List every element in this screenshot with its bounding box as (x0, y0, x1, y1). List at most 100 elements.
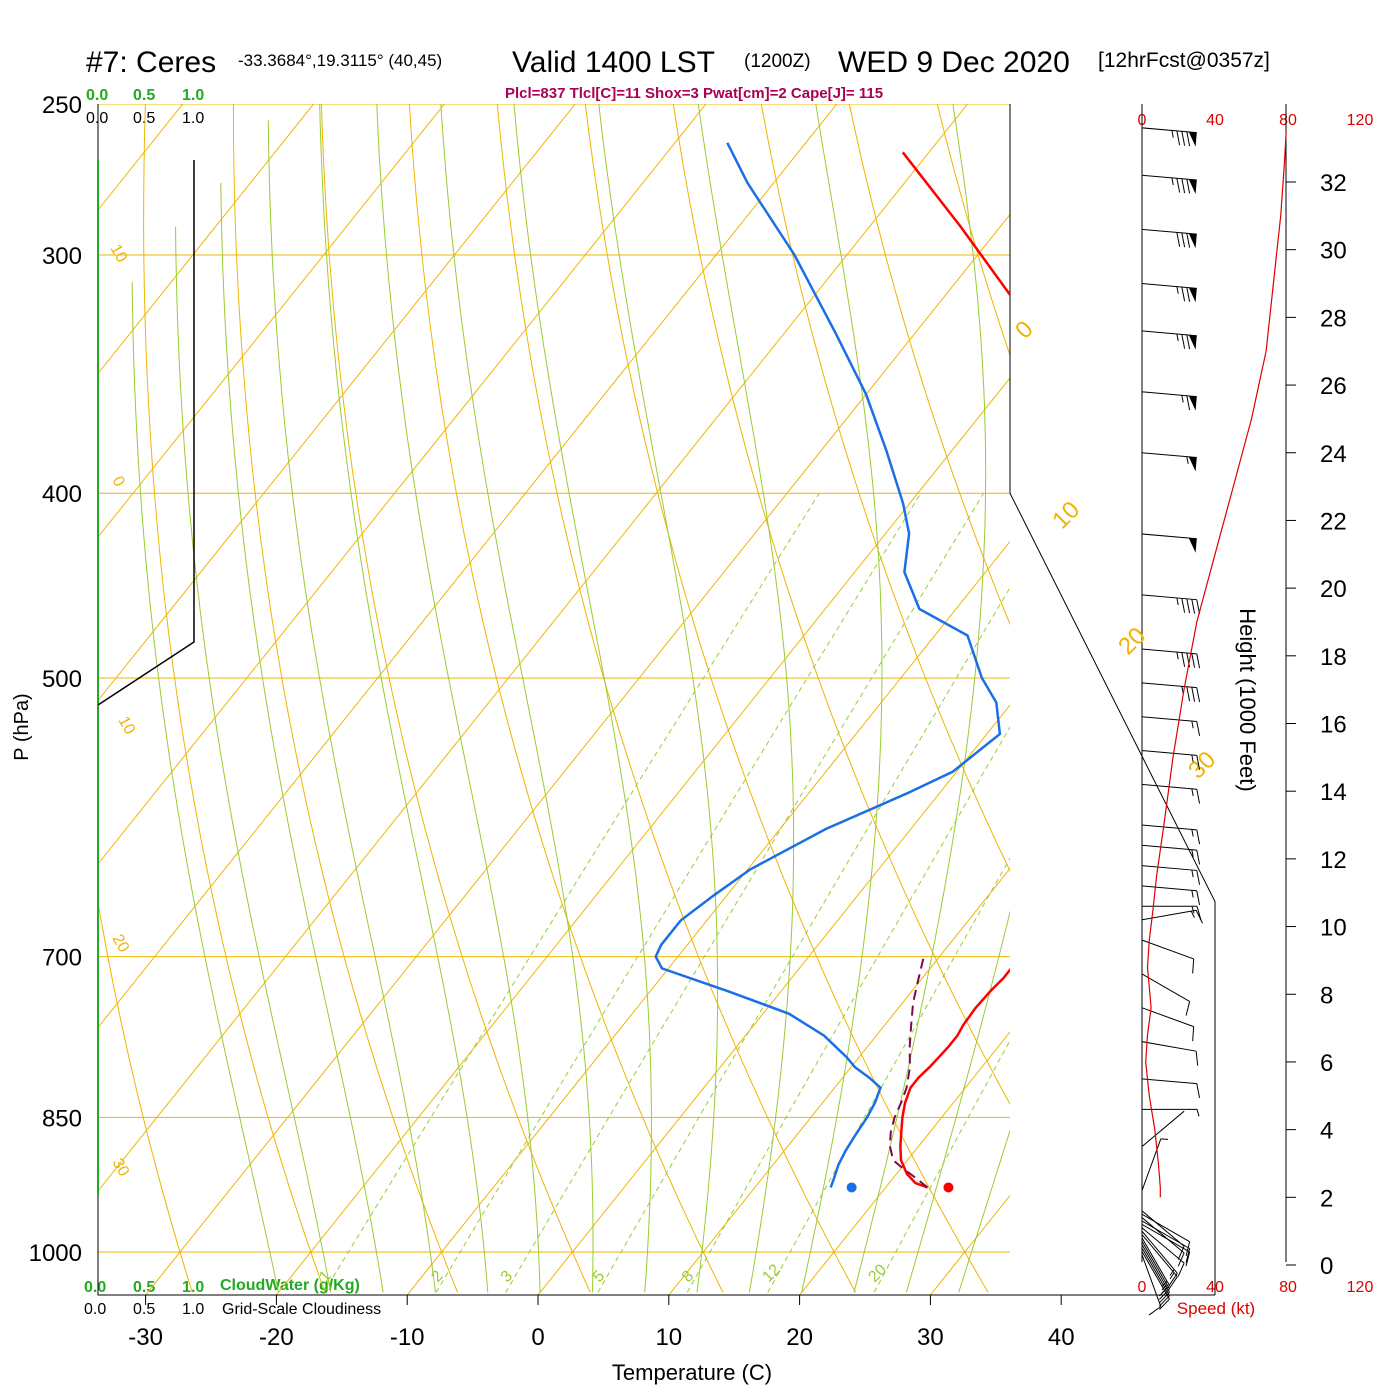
dry-adiabat-line (760, 104, 1010, 872)
height-tick-label: 18 (1320, 644, 1347, 671)
isotherm-line (98, 104, 968, 1192)
mixing-ratio-line (505, 492, 985, 1293)
x-axis-label: Temperature (C) (612, 1360, 772, 1385)
dry-adiabat-line (584, 104, 989, 1293)
cloud-scale-bottom: 0.0 0.5 1.0 CloudWater (g/Kg) 0.0 0.5 1.… (84, 1277, 381, 1318)
speed-tick-bottom: 120 (1347, 1279, 1374, 1296)
cloudiness-profile (97, 160, 195, 706)
speed-tick-top: 120 (1347, 112, 1374, 129)
mixing-ratio-label: 2 (428, 1267, 446, 1285)
cloudwater-label: CloudWater (g/Kg) (220, 1277, 360, 1294)
moist-adiabat-line (958, 1128, 1010, 1293)
wind-barb (1141, 1110, 1185, 1147)
isotherm-line (537, 704, 1010, 1295)
surface-temperature-marker (943, 1182, 954, 1193)
x-tick-label: 0 (531, 1324, 544, 1351)
height-tick-label: 22 (1320, 508, 1347, 535)
wind-barb (1141, 1241, 1170, 1300)
cloudiness-scale-tick: 0.0 (84, 1301, 106, 1318)
mixing-ratio-label: 20 (865, 1261, 890, 1286)
station-name: #7: Ceres (86, 46, 216, 79)
dry-adiabat-line (98, 899, 193, 1293)
dry-adiabat-label: 10 (115, 714, 139, 738)
wind-barb (1141, 844, 1201, 865)
speed-axis-label: Speed (kt) (1177, 1299, 1255, 1318)
height-axis-label: Height (1000 Feet) (1235, 608, 1260, 791)
mixing-ratio-line (323, 492, 820, 1293)
mixing-ratio-label: 3 (498, 1267, 516, 1285)
zulu-time: (1200Z) (744, 51, 811, 72)
pressure-tick-label: 1000 (29, 1240, 82, 1267)
dry-adiabat-label: 30 (1183, 746, 1221, 784)
height-tick-label: 0 (1320, 1253, 1333, 1280)
pressure-tick-label: 850 (42, 1105, 82, 1132)
dry-adiabat-line (143, 104, 326, 1293)
x-tick-label: -20 (259, 1324, 294, 1351)
forecast-info: [12hrFcst@0357z] (1098, 49, 1270, 72)
wind-panel-border (1009, 104, 1216, 1295)
cloudiness-scale-tick: 0.0 (86, 110, 108, 127)
dry-adiabat-line (496, 104, 857, 1293)
speed-tick-top: 40 (1206, 112, 1224, 129)
dry-adiabat-line (408, 104, 724, 1293)
moist-adiabat-line (1011, 104, 1380, 1292)
plot-frame (97, 104, 1287, 1296)
x-tick-label: 30 (917, 1324, 944, 1351)
cloudiness-label: Grid-Scale Cloudiness (222, 1301, 381, 1318)
wind-barb (1142, 1108, 1200, 1117)
height-tick-label: 2 (1320, 1185, 1333, 1212)
stability-indices: Plcl=837 Tlcl[C]=11 Shox=3 Pwat[cm]=2 Ca… (505, 85, 883, 102)
dry-adiabat-line (232, 104, 459, 1293)
height-tick-label: 24 (1320, 441, 1347, 468)
wind-barb (1141, 452, 1197, 472)
wind-profile (1141, 127, 1287, 1316)
dewpoint-profile (654, 142, 1002, 1188)
wind-barb (1141, 824, 1201, 845)
isotherm-line (98, 104, 576, 702)
moist-adiabat-line (267, 120, 436, 1293)
sounding-lines (654, 142, 1010, 1193)
height-tick-label: 8 (1320, 982, 1333, 1009)
height-tick-label: 30 (1320, 238, 1347, 265)
wind-barb (1141, 885, 1201, 906)
moist-adiabat-line (440, 104, 594, 1293)
isotherm-line (98, 104, 707, 865)
wind-barb (1141, 1041, 1199, 1066)
cloud-columns (97, 160, 195, 1195)
cloudiness-scale-tick: 0.5 (133, 1301, 155, 1318)
x-tick-label: -30 (128, 1324, 163, 1351)
isotherm-line (98, 104, 445, 538)
height-tick-label: 6 (1320, 1050, 1333, 1077)
dry-adiabat-label: 0 (1010, 316, 1039, 345)
x-tick-label: 40 (1048, 1324, 1075, 1351)
wind-barb (1141, 1237, 1170, 1297)
parcel-profile (888, 956, 929, 1189)
moist-adiabat-line (905, 910, 1010, 1293)
x-tick-label: 20 (786, 1324, 813, 1351)
wind-barb (1141, 330, 1197, 350)
mixing-ratio-line (873, 1039, 1010, 1293)
cloudwater-scale-tick: 0.5 (133, 1279, 155, 1296)
cloudwater-scale-tick: 0.0 (86, 87, 108, 104)
cloudiness-scale-tick: 1.0 (182, 110, 204, 127)
mixing-ratio-line (597, 586, 1010, 1293)
cloudwater-scale-tick: 0.5 (133, 87, 155, 104)
wind-barb (1141, 1210, 1185, 1260)
wind-barb (1141, 750, 1201, 770)
cloudiness-scale-tick: 1.0 (182, 1301, 204, 1318)
isotherm-line (276, 377, 1010, 1295)
dry-adiabat-line (848, 104, 1010, 626)
dry-adiabat-label: 10 (1047, 496, 1085, 534)
mixing-ratio-label: 12 (759, 1261, 784, 1286)
pressure-tick-label: 500 (42, 666, 82, 693)
isotherm-line (98, 104, 838, 1029)
pressure-tick-label: 700 (42, 945, 82, 972)
pressure-tick-label: 400 (42, 481, 82, 508)
dry-adiabat-label: 10 (107, 242, 131, 266)
dry-adiabat-label: 0 (109, 474, 128, 490)
mixing-ratio-line (435, 492, 922, 1293)
wind-barb (1141, 1078, 1201, 1099)
wind-barb (1141, 1230, 1178, 1286)
x-tick-label: -10 (390, 1324, 425, 1351)
